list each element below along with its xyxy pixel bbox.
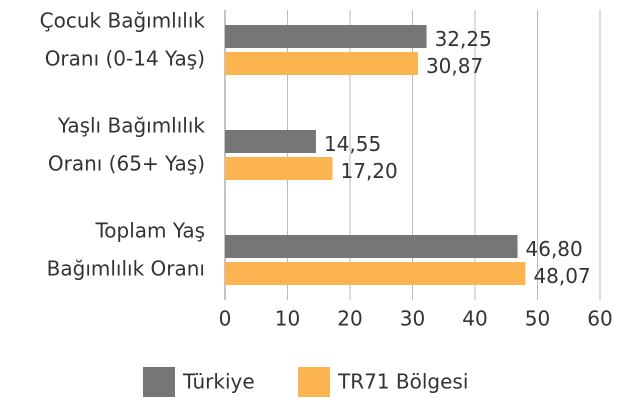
x-tick-label: 60 bbox=[587, 307, 612, 331]
x-tick-label: 0 bbox=[219, 307, 232, 331]
y-tick-label: Bağımlılık Oranı bbox=[47, 257, 205, 281]
legend-label: Türkiye bbox=[182, 370, 255, 394]
x-tick-label: 40 bbox=[462, 307, 487, 331]
y-tick-label: Yaşlı Bağımlılık bbox=[57, 114, 206, 138]
bar bbox=[225, 25, 427, 48]
y-tick-label: Çocuk Bağımlılık bbox=[40, 9, 206, 33]
y-tick-label: Oranı (0-14 Yaş) bbox=[45, 47, 205, 71]
y-tick-label: Oranı (65+ Yaş) bbox=[48, 152, 205, 176]
data-label: 32,25 bbox=[435, 27, 492, 51]
data-label: 30,87 bbox=[426, 54, 483, 78]
legend-label: TR71 Bölgesi bbox=[337, 370, 468, 394]
bar bbox=[225, 235, 518, 258]
x-tick-label: 50 bbox=[525, 307, 550, 331]
x-tick-label: 10 bbox=[275, 307, 300, 331]
bar bbox=[225, 262, 526, 285]
x-tick-label: 20 bbox=[337, 307, 362, 331]
bar bbox=[225, 130, 316, 153]
legend-swatch bbox=[298, 367, 330, 397]
x-tick-label: 30 bbox=[400, 307, 425, 331]
legend-swatch bbox=[143, 367, 175, 397]
bar bbox=[225, 157, 333, 180]
data-label: 48,07 bbox=[533, 264, 590, 288]
bar bbox=[225, 52, 418, 75]
data-label: 17,20 bbox=[341, 159, 398, 183]
y-tick-label: Toplam Yaş bbox=[94, 219, 205, 243]
data-label: 46,80 bbox=[526, 237, 583, 261]
data-label: 14,55 bbox=[324, 132, 381, 156]
